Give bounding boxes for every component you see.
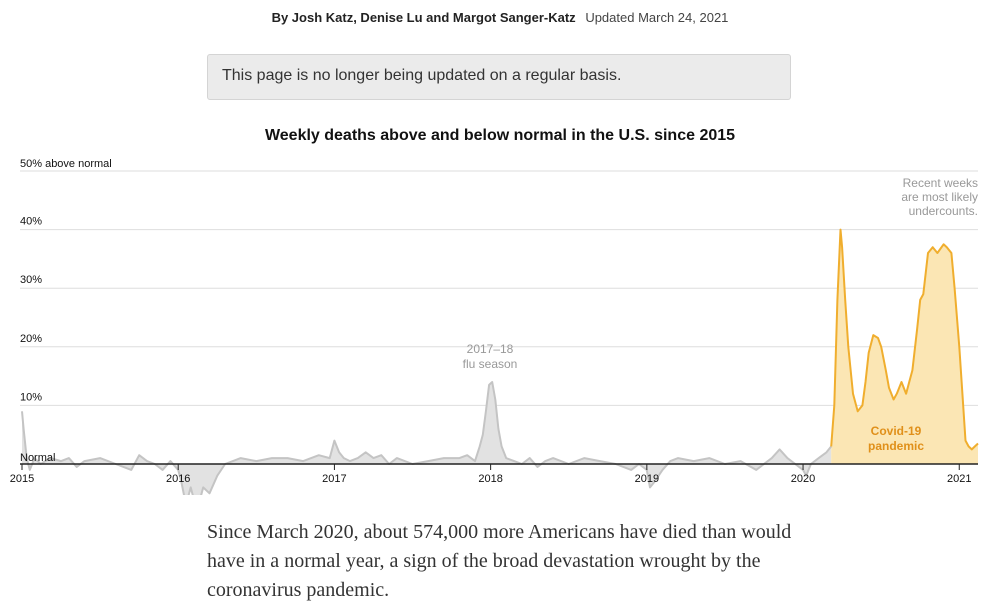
area-fills [22, 229, 978, 495]
recent-note-line2: are most likely [901, 190, 978, 204]
notice-banner: This page is no longer being updated on … [207, 54, 791, 100]
x-tick-label: 2020 [791, 473, 815, 485]
flu-annotation-line1: 2017–18 [467, 342, 514, 356]
series-area-0 [22, 382, 832, 495]
excess-deaths-chart: 10% 20% 30% 40% 2015 2016 2017 2018 2019 2020 202… [10, 158, 979, 495]
y-tick-label: 40% [20, 216, 42, 228]
covid-annotation-line2: pandemic [868, 439, 924, 453]
y-tick-label: 30% [20, 274, 42, 286]
axes: 2015 2016 2017 2018 2019 2020 2021 [10, 463, 978, 485]
byline-authors: By Josh Katz, Denise Lu and Margot Sange… [271, 10, 576, 25]
x-tick-label: 2016 [166, 473, 190, 485]
x-tick-label: 2021 [947, 473, 971, 485]
x-tick-label: 2015 [10, 473, 34, 485]
x-tick-label: 2017 [322, 473, 346, 485]
series-lines [21, 228, 979, 495]
covid-annotation-line1: Covid-19 [871, 424, 922, 438]
byline: By Josh Katz, Denise Lu and Margot Sange… [0, 10, 1000, 25]
x-tick-label: 2019 [635, 473, 659, 485]
flu-annotation-line2: flu season [463, 357, 518, 371]
byline-updated: Updated March 24, 2021 [585, 10, 729, 25]
recent-note-line1: Recent weeks [903, 176, 978, 190]
gridlines: 10% 20% 30% 40% [20, 170, 978, 406]
chart-title: Weekly deaths above and below normal in … [264, 127, 736, 144]
y-unit-label: 50% above normal [20, 158, 112, 170]
x-tick-label: 2018 [478, 473, 502, 485]
recent-note-line3: undercounts. [909, 204, 978, 218]
series-area-1 [831, 229, 978, 464]
y-tick-label: 20% [20, 333, 42, 345]
series-line-0 [21, 381, 832, 495]
notice-text: This page is no longer being updated on … [222, 67, 622, 84]
y-tick-label: 10% [20, 391, 42, 403]
baseline-label: Normal [20, 452, 55, 464]
caption-text: Since March 2020, about 574,000 more Ame… [207, 521, 792, 601]
series-line-1 [830, 228, 979, 451]
